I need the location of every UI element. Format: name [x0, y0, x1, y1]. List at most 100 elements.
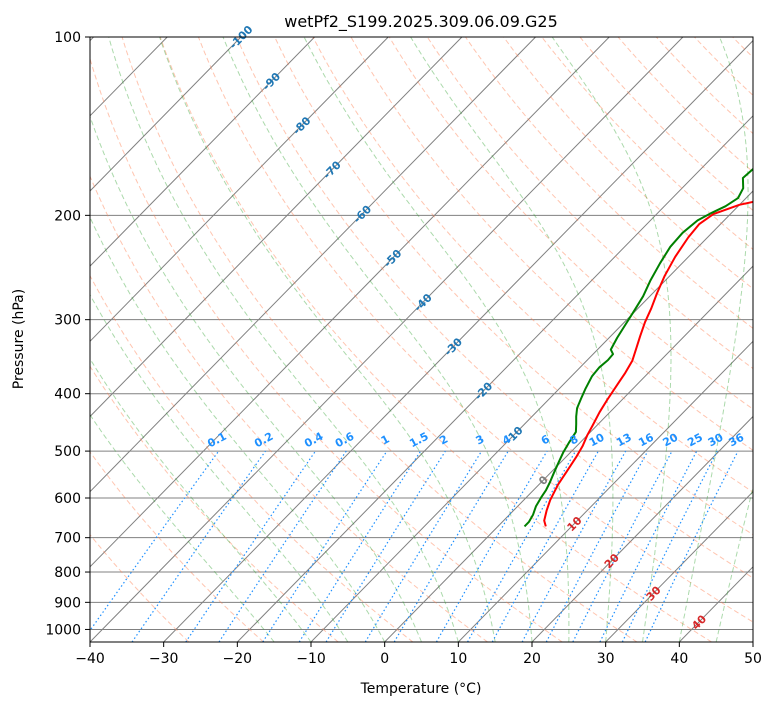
dry-adiabat: [236, 37, 753, 579]
isotherm-line: [90, 37, 536, 493]
mixing-ratio-line: [545, 450, 649, 642]
y-tick-label: 700: [54, 531, 81, 547]
moist-adiabat: [108, 37, 459, 642]
x-tick-label: −30: [149, 651, 179, 667]
mixing-ratio-label: 3: [474, 432, 487, 447]
mixing-ratio-label: 0.6: [333, 430, 357, 451]
isotherm-line: [90, 37, 684, 642]
dry-adiabat: [90, 533, 190, 642]
mixing-ratio-line: [325, 450, 446, 642]
isotherm-line: [90, 37, 463, 418]
isotherm-line: [310, 190, 753, 642]
mixing-ratio-line: [599, 450, 698, 642]
mixing-ratio-label: 0.1: [205, 430, 228, 451]
mixing-ratio-label: 1.5: [407, 430, 430, 451]
isotherm-line: [531, 415, 753, 642]
isotherm-line: [163, 39, 753, 642]
mixing-ratio-line: [491, 450, 599, 642]
y-tick-label: 100: [54, 30, 81, 46]
mixing-ratio-line: [621, 450, 718, 642]
isotherm-line: [752, 641, 753, 642]
moist-adiabat: [222, 37, 533, 642]
y-tick-label: 400: [54, 387, 81, 403]
dry-adiabat: [121, 37, 638, 642]
y-tick-label: 600: [54, 491, 81, 507]
dry-adiabat: [388, 37, 753, 410]
mixing-ratio-label: 10: [587, 431, 607, 450]
x-tick-label: 50: [744, 651, 762, 667]
dry-adiabat: [312, 37, 753, 493]
dry-adiabat: [90, 274, 414, 642]
mixing-ratio-line: [466, 450, 577, 642]
isotherm-line: [90, 37, 610, 568]
mixing-ratio-label: 1: [379, 432, 392, 447]
temperature-profile-line: [543, 200, 753, 527]
dry-adiabat: [771, 37, 775, 642]
isotherm-line: [90, 37, 242, 192]
isotherm-line: [384, 265, 753, 642]
dewpoint-profile-line: [523, 167, 753, 528]
dry-adiabat: [655, 37, 753, 135]
mixing-ratio-label: 8: [568, 432, 581, 447]
dry-adiabat: [579, 37, 753, 212]
isotherm-line: [678, 566, 753, 642]
x-tick-label: 40: [670, 651, 688, 667]
moist-adiabat: [159, 37, 496, 642]
isotherm-line: [605, 490, 753, 642]
moist-adiabat: [90, 293, 349, 642]
x-tick-label: −10: [296, 651, 326, 667]
x-tick-label: 10: [449, 651, 467, 667]
moist-adiabat: [715, 485, 753, 642]
isotherm-line: [90, 37, 315, 267]
y-axis-title: Pressure (hPa): [11, 289, 27, 389]
dry-adiabat: [90, 175, 488, 642]
mixing-ratio-label: 13: [614, 431, 634, 450]
dry-adiabat: [350, 37, 753, 451]
axes: −40 −30 −20 −10 0 10 20 30 40 50 1000 900 800 700 600 5…: [45, 30, 762, 667]
dry-adiabat: [159, 37, 712, 642]
mixing-ratio-line: [298, 450, 422, 642]
mixing-ratio-label: 25: [685, 431, 705, 450]
mixing-ratio-line: [521, 450, 627, 642]
moist-adiabat: [90, 216, 386, 642]
dry-adiabat: [90, 451, 264, 642]
dry-adiabat: [465, 37, 753, 329]
mixing-ratio-line: [364, 450, 483, 642]
mixing-ratio-label: 2: [437, 432, 450, 447]
y-tick-label: 200: [54, 208, 81, 224]
mixing-ratio-label: 30: [706, 431, 726, 450]
moist-adiabat: [303, 37, 570, 642]
mixing-ratio-line: [90, 450, 220, 632]
y-tick-label: 300: [54, 313, 81, 329]
mixing-ratio-line: [572, 450, 673, 642]
mixing-ratio-line: [185, 450, 316, 642]
dry-adiabat: [732, 37, 753, 59]
mixing-ratio-label: 0.2: [252, 430, 275, 451]
mixing-ratio-label: 36: [727, 431, 747, 450]
mixing-ratio-line: [218, 450, 347, 642]
moist-adiabat: [410, 37, 614, 642]
dry-adiabat: [90, 57, 563, 642]
chart-title: wetPf2_S199.2025.309.06.09.G25: [284, 12, 558, 32]
mixing-ratio-line: [393, 450, 509, 642]
mixing-ratio-line: [435, 450, 548, 642]
x-tick-label: −40: [75, 651, 105, 667]
moist-adiabat: [90, 114, 422, 642]
isotherm-line: [236, 115, 753, 642]
x-axis-title: Temperature (°C): [360, 681, 482, 697]
moist-adiabat: [678, 37, 749, 642]
y-tick-label: 900: [54, 595, 81, 611]
mixing-ratio-label: 16: [636, 431, 656, 450]
mixing-ratio-line: [262, 450, 388, 642]
moist-adiabat: [551, 37, 672, 642]
mixing-ratio-line: [131, 450, 266, 642]
y-tick-label: 500: [54, 444, 81, 460]
x-tick-label: 20: [523, 651, 541, 667]
dry-adiabat: [503, 37, 753, 290]
x-tick-label: 0: [380, 651, 389, 667]
isotherm-line: [457, 340, 753, 642]
dry-adiabat: [274, 37, 753, 536]
moist-adiabat: [90, 358, 312, 642]
